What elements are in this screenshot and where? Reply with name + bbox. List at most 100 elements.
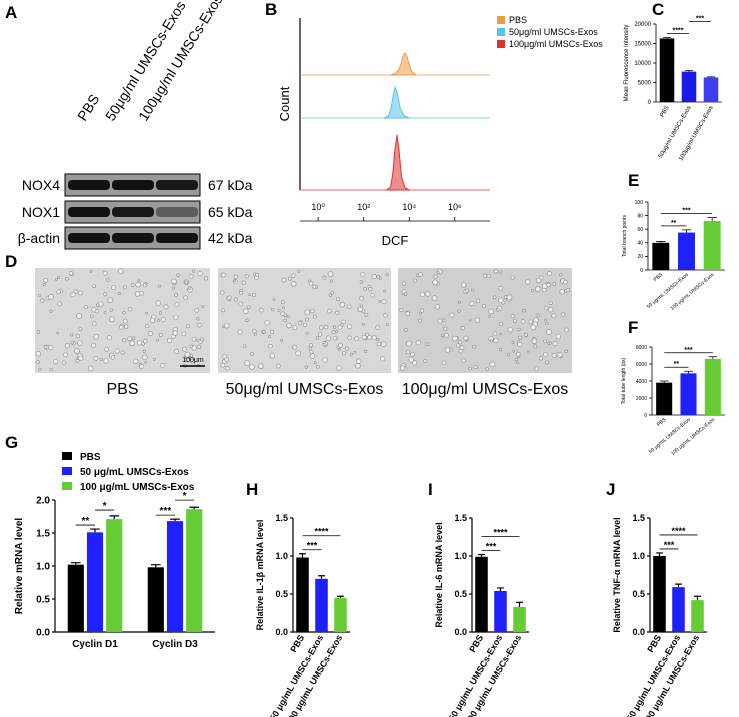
bar	[494, 590, 507, 632]
cell	[277, 308, 281, 312]
cell	[371, 335, 377, 341]
cell	[36, 360, 40, 364]
error-bar	[516, 601, 523, 607]
cell	[124, 324, 129, 329]
panel-label: F	[628, 318, 638, 337]
cell	[376, 275, 380, 279]
cell	[543, 352, 548, 357]
cell	[528, 319, 534, 325]
cell	[515, 361, 519, 364]
cell	[103, 292, 108, 297]
cell	[129, 340, 135, 346]
cell	[361, 334, 367, 340]
cell	[461, 282, 467, 288]
cell	[158, 333, 163, 338]
cell	[109, 316, 115, 323]
cell	[510, 275, 515, 280]
cell	[78, 355, 84, 361]
cell	[503, 295, 508, 299]
cell	[493, 337, 499, 343]
cell	[376, 341, 381, 347]
cell	[492, 331, 498, 337]
cell	[526, 350, 530, 354]
cell	[413, 278, 418, 283]
cell	[131, 336, 136, 340]
cell	[158, 284, 162, 288]
cell	[432, 279, 439, 286]
cell	[57, 301, 63, 307]
cell	[136, 339, 143, 346]
cell	[531, 338, 538, 344]
cell	[444, 332, 449, 338]
cell	[261, 329, 266, 334]
cell	[339, 302, 345, 308]
legend-swatch	[497, 28, 505, 36]
cell	[431, 295, 438, 302]
x-tick-label: PBS	[467, 633, 485, 654]
cell	[233, 274, 239, 279]
protein-label: β-actin	[18, 230, 60, 246]
cell	[221, 308, 226, 313]
error-bar	[497, 587, 504, 591]
cell	[197, 270, 203, 277]
cell	[286, 322, 292, 329]
cell	[142, 354, 148, 361]
legend-label: 100μg/ml UMSCs-Exos	[509, 39, 603, 49]
cell	[194, 307, 200, 313]
cell	[89, 270, 93, 273]
cell	[49, 309, 53, 313]
cell	[322, 357, 328, 363]
cell	[54, 278, 58, 281]
cell	[42, 283, 46, 286]
cell	[152, 358, 156, 361]
cell	[252, 328, 257, 334]
cell	[485, 367, 489, 371]
cell	[158, 311, 163, 315]
x-tick-label: PBS	[656, 417, 668, 428]
cell	[328, 293, 332, 297]
bar	[334, 597, 347, 632]
cell	[355, 363, 361, 369]
y-tick-label: 1.5	[275, 513, 288, 523]
x-tick-label: Cyclin D1	[72, 639, 118, 650]
y-axis-label: Total tube length (px)	[621, 357, 627, 404]
cell	[160, 317, 166, 322]
cell	[316, 364, 320, 369]
cell	[452, 335, 458, 342]
cell	[443, 326, 448, 331]
cell	[561, 312, 566, 317]
cell	[172, 286, 176, 290]
cell	[363, 287, 367, 291]
cell	[139, 364, 145, 370]
cell	[286, 314, 290, 318]
cell	[385, 273, 389, 277]
bar	[67, 564, 84, 632]
significance-label: **	[674, 361, 680, 368]
y-tick-label: 10000	[634, 61, 651, 67]
cell	[538, 356, 543, 361]
cell	[362, 322, 365, 326]
cell	[335, 330, 338, 333]
cell	[498, 297, 504, 303]
cell	[196, 317, 200, 321]
bar	[703, 221, 721, 270]
cell	[103, 358, 109, 364]
bar	[681, 71, 697, 102]
cell	[496, 308, 500, 312]
cell	[515, 351, 521, 357]
blot-band	[156, 180, 198, 190]
cell	[313, 361, 317, 365]
cell	[543, 339, 547, 344]
cell	[371, 273, 377, 279]
cell	[498, 348, 503, 352]
significance-label: **	[82, 516, 90, 527]
cell	[111, 285, 116, 290]
protein-label: NOX1	[22, 204, 60, 220]
size-label: 65 kDa	[208, 204, 253, 220]
cell	[107, 297, 114, 303]
error-bar	[337, 595, 344, 598]
cell	[106, 335, 112, 341]
cell	[543, 305, 549, 311]
cell	[359, 280, 364, 284]
cell	[75, 334, 80, 339]
